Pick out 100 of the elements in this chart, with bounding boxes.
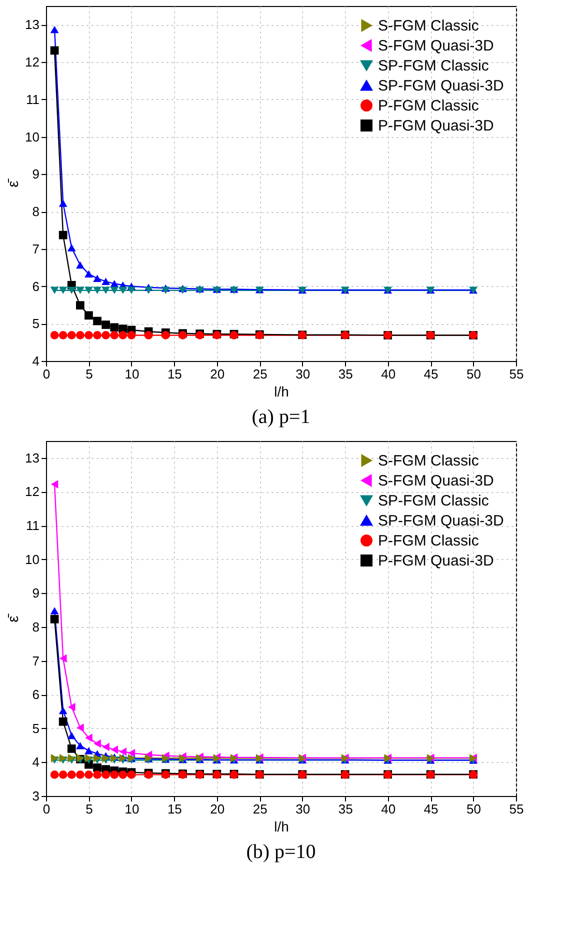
- y-tick-label: 7: [32, 653, 40, 668]
- point: [58, 230, 68, 240]
- y-tick-label: 6: [32, 278, 40, 294]
- point: [84, 331, 93, 340]
- x-tick-label: 55: [509, 366, 524, 382]
- point: [93, 331, 102, 340]
- point: [110, 746, 118, 754]
- point: [119, 748, 127, 756]
- point: [59, 654, 67, 663]
- point: [84, 286, 93, 294]
- point: [84, 270, 93, 278]
- point: [102, 286, 110, 294]
- x-tick-label: 45: [424, 366, 438, 382]
- x-tick-label: 30: [296, 366, 310, 382]
- point: [118, 286, 128, 294]
- x-tick-label: 0: [42, 802, 50, 816]
- y-tick-label: 10: [25, 552, 40, 567]
- x-tick-label: 35: [338, 366, 353, 382]
- point: [50, 26, 59, 34]
- point: [76, 770, 84, 779]
- point: [144, 331, 153, 340]
- point: [76, 331, 84, 340]
- point: [110, 323, 119, 332]
- y-tick-label: 11: [26, 92, 40, 107]
- y-tick-label: 7: [32, 241, 40, 256]
- y-tick-label: 11: [26, 518, 40, 534]
- point: [93, 286, 102, 294]
- y-tick-label: 5: [32, 316, 40, 332]
- point: [50, 331, 59, 340]
- point: [76, 724, 84, 732]
- legend-label: P-FGM Quasi-3D: [378, 118, 494, 134]
- y-tick-label: 4: [32, 354, 40, 368]
- legend-label: P-FGM Quasi-3D: [378, 552, 494, 570]
- legend-label: P-FGM Classic: [378, 532, 480, 550]
- y-tick-label: 10: [25, 129, 40, 144]
- point: [110, 286, 119, 294]
- point: [58, 717, 68, 726]
- point: [84, 770, 93, 779]
- point: [144, 286, 153, 294]
- y-tick-label: 3: [32, 788, 40, 804]
- point: [58, 286, 68, 294]
- y-tick-label: 12: [25, 484, 40, 500]
- x-tick-label: 10: [124, 802, 140, 816]
- point: [85, 754, 92, 762]
- legend-label: SP-FGM Quasi-3D: [378, 512, 504, 530]
- x-tick-label: 40: [381, 366, 396, 382]
- point: [67, 244, 76, 252]
- point: [58, 770, 68, 779]
- point: [68, 754, 76, 762]
- y-tick-label: 13: [25, 450, 40, 466]
- legend-label: S-FGM Classic: [378, 18, 480, 34]
- point: [93, 274, 102, 282]
- point: [50, 480, 58, 488]
- x-tick-label: 50: [466, 366, 482, 382]
- y-axis-title: ε̄: [5, 614, 22, 622]
- point: [94, 739, 101, 748]
- point: [102, 331, 110, 340]
- y-tick-label: 9: [32, 586, 40, 601]
- point: [102, 278, 110, 286]
- point: [127, 286, 136, 294]
- point: [67, 286, 76, 294]
- point: [102, 754, 110, 762]
- y-tick-label: 12: [25, 54, 40, 70]
- point: [50, 46, 59, 55]
- point: [50, 770, 59, 779]
- x-tick-label: 35: [338, 802, 353, 816]
- x-tick-label: 20: [210, 366, 225, 382]
- y-tick-label: 13: [25, 17, 40, 32]
- x-tick-label: 0: [42, 366, 50, 382]
- text: (a) p=1: [252, 406, 310, 428]
- y-tick-label: 5: [32, 720, 40, 736]
- y-tick-label: 4: [32, 754, 40, 770]
- y-tick-label: 8: [32, 204, 40, 220]
- point: [93, 763, 102, 772]
- point: [118, 331, 128, 340]
- x-tick-label: 10: [124, 366, 140, 382]
- legend-label: S-FGM Quasi-3D: [378, 472, 494, 490]
- x-tick-label: 25: [252, 802, 268, 816]
- point: [110, 331, 119, 340]
- point: [76, 286, 84, 294]
- x-tick-label: 20: [210, 802, 225, 816]
- point: [94, 754, 101, 762]
- point: [93, 770, 102, 779]
- point: [93, 316, 102, 326]
- x-tick-label: 55: [509, 802, 524, 816]
- point: [50, 754, 58, 762]
- point: [67, 331, 76, 340]
- y-axis-title: ε̄: [5, 178, 22, 188]
- point: [110, 280, 119, 288]
- point: [76, 742, 84, 750]
- point: [102, 742, 110, 752]
- x-tick-label: 15: [167, 366, 182, 382]
- x-tick-label: 50: [466, 802, 482, 816]
- x-tick-label: 40: [381, 802, 396, 816]
- legend-label: P-FGM Classic: [378, 98, 480, 114]
- point: [58, 200, 68, 207]
- point: [67, 770, 76, 779]
- point: [110, 770, 119, 779]
- legend-label: S-FGM Classic: [378, 452, 480, 470]
- point: [127, 331, 136, 340]
